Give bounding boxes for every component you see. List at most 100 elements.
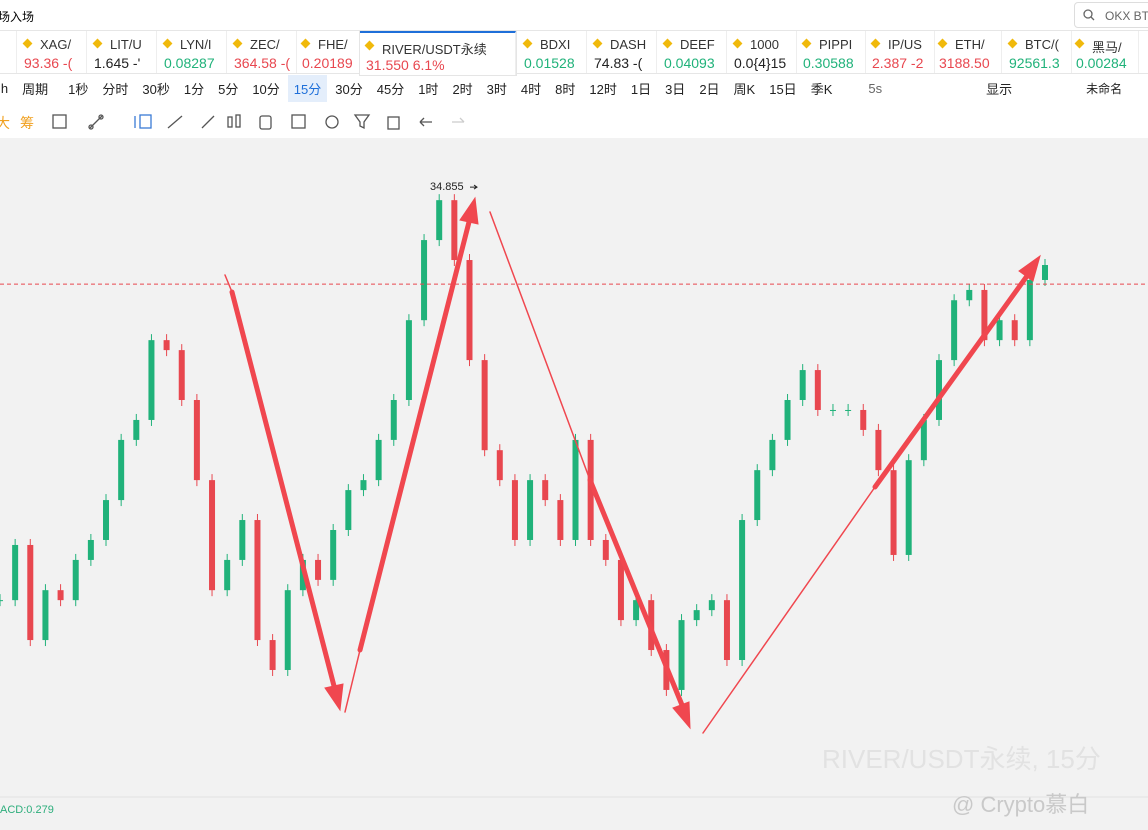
candle-body (829, 409, 836, 411)
candle-body (678, 620, 685, 690)
ticker-price: 0.20189 (302, 55, 353, 71)
annotation-arrows (224, 196, 1041, 734)
ticker-icon (162, 38, 173, 49)
candle-body (602, 539, 609, 560)
timeframe[interactable]: 1日 (630, 81, 652, 97)
ticker[interactable]: Y.6 (0, 31, 17, 73)
candle-body (784, 400, 791, 440)
timeframe[interactable]: 季K (810, 81, 833, 97)
layout-name[interactable]: 未命名 (1086, 81, 1123, 96)
interval-5s[interactable]: 5s (868, 80, 883, 96)
candle-body (951, 300, 958, 361)
chart: RIVER/USDT永续, 15分 ACD:0.279 34.855 @ Cry… (0, 138, 1148, 830)
ticker-name: ETH/ (955, 37, 985, 52)
timeframe[interactable]: 8时 (555, 81, 576, 97)
candle-body (12, 544, 19, 601)
ticker-name: RIVER/USDT永续 (382, 42, 487, 57)
ticker[interactable]: ETH/3188.50 (933, 31, 1002, 73)
candle-body (981, 289, 988, 341)
ticker[interactable]: ZEC/364.58 -( (228, 31, 297, 73)
tab[interactable]: 场入场 (0, 10, 35, 24)
candle-body (557, 500, 564, 540)
candle-body (496, 450, 503, 481)
ticker[interactable]: IP/US 2.387 -2 (866, 31, 935, 73)
tool[interactable]: 筹 (20, 115, 34, 131)
macd-label: ACD:0.279 (0, 804, 54, 816)
timeframe[interactable]: 5分 (218, 81, 239, 97)
timeframe[interactable]: 2日 (699, 81, 720, 97)
timeframe[interactable]: 45分 (376, 81, 405, 97)
candle-body (935, 360, 942, 420)
candle-body (27, 544, 34, 641)
timeframe[interactable]: 1时 (418, 81, 439, 97)
search-icon (1083, 9, 1095, 21)
candle-body (966, 289, 973, 301)
timeframe[interactable]: 3时 (486, 81, 507, 97)
candle-body (360, 480, 367, 491)
ticker-icon (592, 38, 603, 49)
tool-icons[interactable] (50, 112, 470, 132)
credit: @ Crypto慕白 (952, 792, 1089, 817)
ticker[interactable]: DEEF 0.04093 (658, 31, 727, 73)
candle-body (814, 370, 821, 410)
timeframe[interactable]: 30秒 (142, 81, 170, 97)
timeframe[interactable]: 周K (733, 81, 756, 97)
ticker[interactable]: LYN/I 0.08287 (158, 31, 227, 73)
ticker-price: 1.645 -' (94, 55, 141, 71)
timeframe[interactable]: 4时 (520, 81, 542, 97)
ticker-name: LIT/U (110, 37, 142, 52)
ticker-bar: Y.6XAG/93.36 -( LIT/U 1.645 -' LYN/I0.08287… (0, 31, 1148, 75)
candle-body (330, 530, 337, 580)
ticker-icon (1007, 38, 1018, 49)
ticker-price: 0.0{4}15 (734, 55, 787, 71)
search-text: OKX BT (1105, 9, 1148, 23)
ticker-name: FHE/ (318, 37, 348, 52)
candle-body (269, 640, 276, 670)
timeframe[interactable]: 30分 (335, 81, 363, 97)
ticker-name: DASH (610, 37, 647, 52)
timeframe[interactable]: 15分 (287, 74, 328, 102)
layout-menu[interactable]: lh (0, 80, 9, 96)
ticker[interactable]: DASH 74.83 -( (588, 31, 657, 73)
ticker-name: DEEF (680, 37, 715, 52)
ticker[interactable]: FHE/0.20189 (296, 31, 365, 73)
ticker-icon (662, 38, 673, 49)
search-box[interactable]: OKX BT (1074, 2, 1148, 28)
candle-body (481, 360, 488, 451)
candle-body (209, 480, 216, 591)
high-label: 34.855 (430, 181, 464, 193)
ticker-name: ZEC/ (250, 37, 280, 52)
candle-body (224, 559, 231, 591)
period-menu[interactable]: 周期 (22, 81, 49, 97)
candle-body (920, 419, 927, 461)
ticker[interactable]: LIT/U 1.645 -' (88, 31, 157, 73)
candle-body (511, 480, 518, 540)
ticker[interactable]: 1000 0.0{4}15 (728, 31, 797, 73)
timeframe[interactable]: 15日 (769, 81, 797, 97)
ticker-icon (522, 38, 533, 49)
timeframe[interactable]: 1分 (183, 81, 205, 97)
ticker[interactable]: 黑马/0.00284 (1070, 31, 1139, 73)
timeframe[interactable]: 3日 (665, 81, 686, 97)
candle-body (421, 240, 428, 321)
ticker[interactable]: RIVER/USDT永续 31.550 6.1% (360, 31, 516, 75)
timeframe[interactable]: 2时 (452, 81, 473, 97)
timeframe[interactable]: 12时 (589, 81, 617, 97)
candle-body (769, 439, 776, 471)
candle-body (193, 400, 200, 481)
timeframe[interactable]: 1秒 (68, 81, 89, 97)
candle-body (284, 590, 291, 670)
ticker-name: 1000 (750, 37, 779, 52)
ticker[interactable]: BTC/(92561.3 (1003, 31, 1072, 73)
ticker[interactable]: XAG/93.36 -( (18, 31, 87, 73)
ticker[interactable]: PIPPI 0.30588 (797, 31, 866, 73)
candle-body (466, 260, 473, 361)
tool[interactable]: 大 (0, 115, 10, 131)
display-menu[interactable]: 显示 (986, 81, 1013, 97)
ticker-price: 364.58 -( (234, 55, 291, 71)
ticker[interactable]: BDXI 0.01528 (518, 31, 587, 73)
timeframe[interactable]: 10分 (252, 81, 280, 97)
timeframe[interactable]: 分时 (102, 81, 129, 97)
candle-body (754, 470, 761, 521)
